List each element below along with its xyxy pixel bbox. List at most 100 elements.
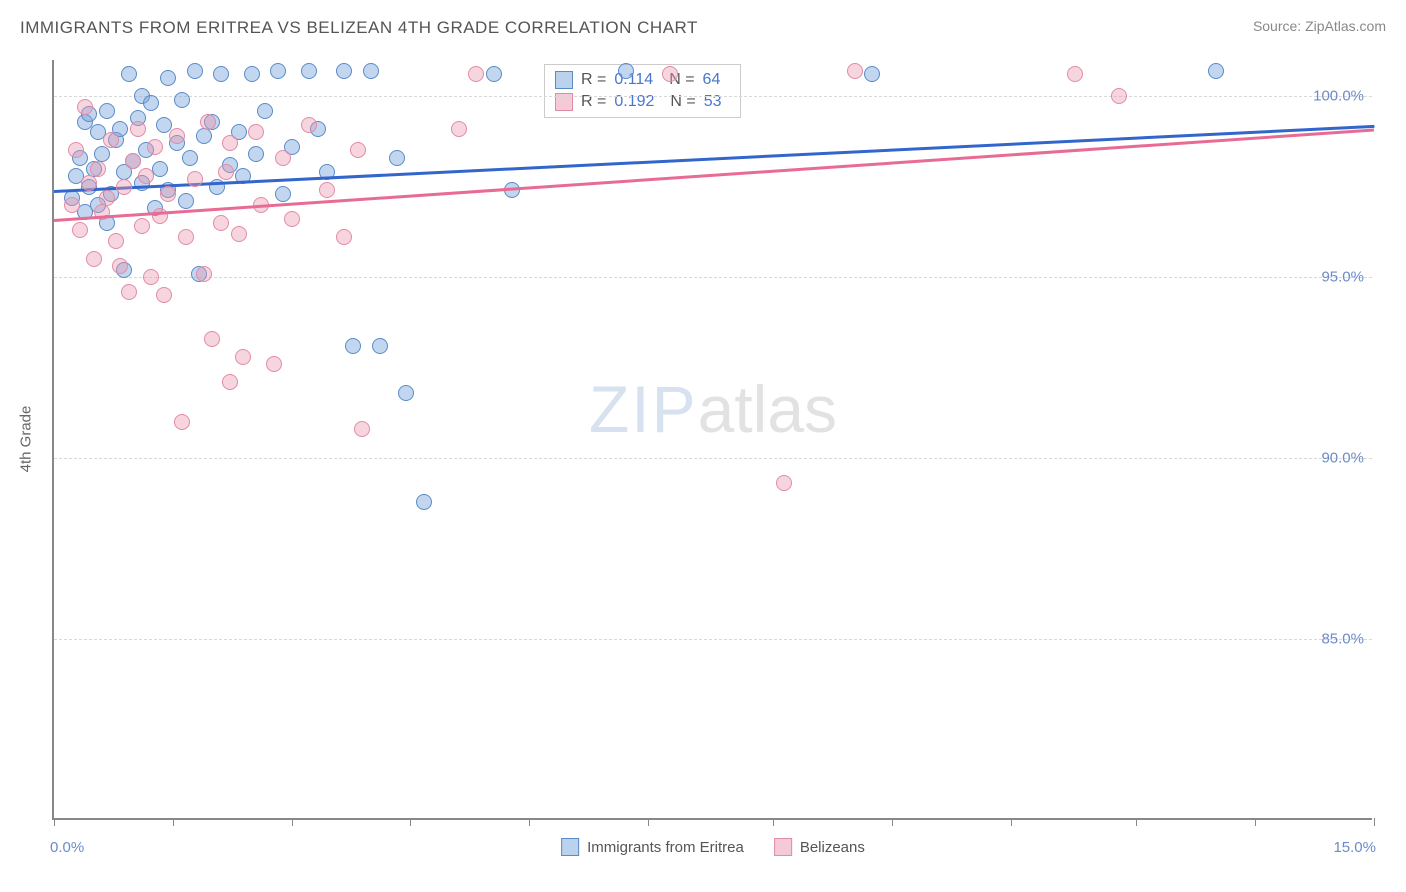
data-point [68, 142, 84, 158]
watermark: ZIPatlas [589, 371, 837, 447]
data-point [486, 66, 502, 82]
plot-area: 4th Grade ZIPatlas R = 0.114 N = 64 R = … [52, 60, 1372, 820]
data-point [160, 70, 176, 86]
data-point [222, 135, 238, 151]
data-point [354, 421, 370, 437]
data-point [336, 63, 352, 79]
data-point [156, 287, 172, 303]
data-point [618, 63, 634, 79]
data-point [112, 258, 128, 274]
legend-label-eritrea: Immigrants from Eritrea [587, 839, 744, 856]
data-point [284, 211, 300, 227]
x-tick [1374, 818, 1375, 826]
watermark-zip: ZIP [589, 372, 698, 446]
source-attribution: Source: ZipAtlas.com [1253, 18, 1386, 34]
data-point [90, 161, 106, 177]
y-tick-label: 95.0% [1321, 269, 1364, 286]
data-point [121, 284, 137, 300]
data-point [187, 63, 203, 79]
data-point [275, 150, 291, 166]
data-point [72, 222, 88, 238]
data-point [178, 193, 194, 209]
data-point [64, 197, 80, 213]
data-point [77, 99, 93, 115]
data-point [363, 63, 379, 79]
data-point [99, 190, 115, 206]
data-point [350, 142, 366, 158]
data-point [160, 186, 176, 202]
x-tick [1011, 818, 1012, 826]
legend-item-eritrea: Immigrants from Eritrea [561, 838, 744, 856]
data-point [662, 66, 678, 82]
data-point [143, 95, 159, 111]
stats-row-belizean: R = 0.192 N = 53 [555, 91, 730, 113]
data-point [776, 475, 792, 491]
data-point [174, 414, 190, 430]
data-point [275, 186, 291, 202]
x-axis-min-label: 0.0% [50, 839, 84, 856]
gridline [54, 277, 1372, 278]
data-point [152, 208, 168, 224]
y-tick-label: 90.0% [1321, 450, 1364, 467]
data-point [174, 92, 190, 108]
data-point [116, 179, 132, 195]
data-point [121, 66, 137, 82]
data-point [213, 215, 229, 231]
x-tick [892, 818, 893, 826]
correlation-stats-box: R = 0.114 N = 64 R = 0.192 N = 53 [544, 64, 741, 118]
x-tick [292, 818, 293, 826]
data-point [138, 168, 154, 184]
data-point [143, 269, 159, 285]
gridline [54, 458, 1372, 459]
legend-label-belizean: Belizeans [800, 839, 865, 856]
data-point [182, 150, 198, 166]
data-point [398, 385, 414, 401]
data-point [178, 229, 194, 245]
x-axis-max-label: 15.0% [1333, 839, 1376, 856]
stats-row-eritrea: R = 0.114 N = 64 [555, 69, 730, 91]
x-tick [54, 818, 55, 826]
data-point [200, 114, 216, 130]
source-prefix: Source: [1253, 18, 1305, 34]
x-tick [1255, 818, 1256, 826]
swatch-blue-icon [555, 71, 573, 89]
data-point [134, 218, 150, 234]
data-point [257, 103, 273, 119]
source-name: ZipAtlas.com [1305, 18, 1386, 34]
data-point [468, 66, 484, 82]
data-point [270, 63, 286, 79]
y-tick-label: 100.0% [1313, 88, 1364, 105]
data-point [248, 146, 264, 162]
x-tick [1136, 818, 1137, 826]
gridline [54, 639, 1372, 640]
gridline [54, 96, 1372, 97]
legend-item-belizean: Belizeans [774, 838, 865, 856]
data-point [86, 251, 102, 267]
data-point [319, 182, 335, 198]
data-point [222, 374, 238, 390]
data-point [372, 338, 388, 354]
data-point [301, 117, 317, 133]
data-point [196, 266, 212, 282]
data-point [244, 66, 260, 82]
data-point [204, 331, 220, 347]
data-point [416, 494, 432, 510]
data-point [108, 233, 124, 249]
watermark-atlas: atlas [698, 372, 837, 446]
data-point [301, 63, 317, 79]
x-tick [648, 818, 649, 826]
data-point [266, 356, 282, 372]
data-point [1067, 66, 1083, 82]
n-value-eritrea: 64 [703, 71, 721, 89]
x-tick [529, 818, 530, 826]
trend-line [54, 129, 1374, 222]
data-point [218, 164, 234, 180]
data-point [125, 153, 141, 169]
data-point [196, 128, 212, 144]
data-point [248, 124, 264, 140]
data-point [345, 338, 361, 354]
y-axis-title: 4th Grade [18, 406, 35, 473]
data-point [235, 349, 251, 365]
swatch-blue-icon [561, 838, 579, 856]
swatch-pink-icon [774, 838, 792, 856]
